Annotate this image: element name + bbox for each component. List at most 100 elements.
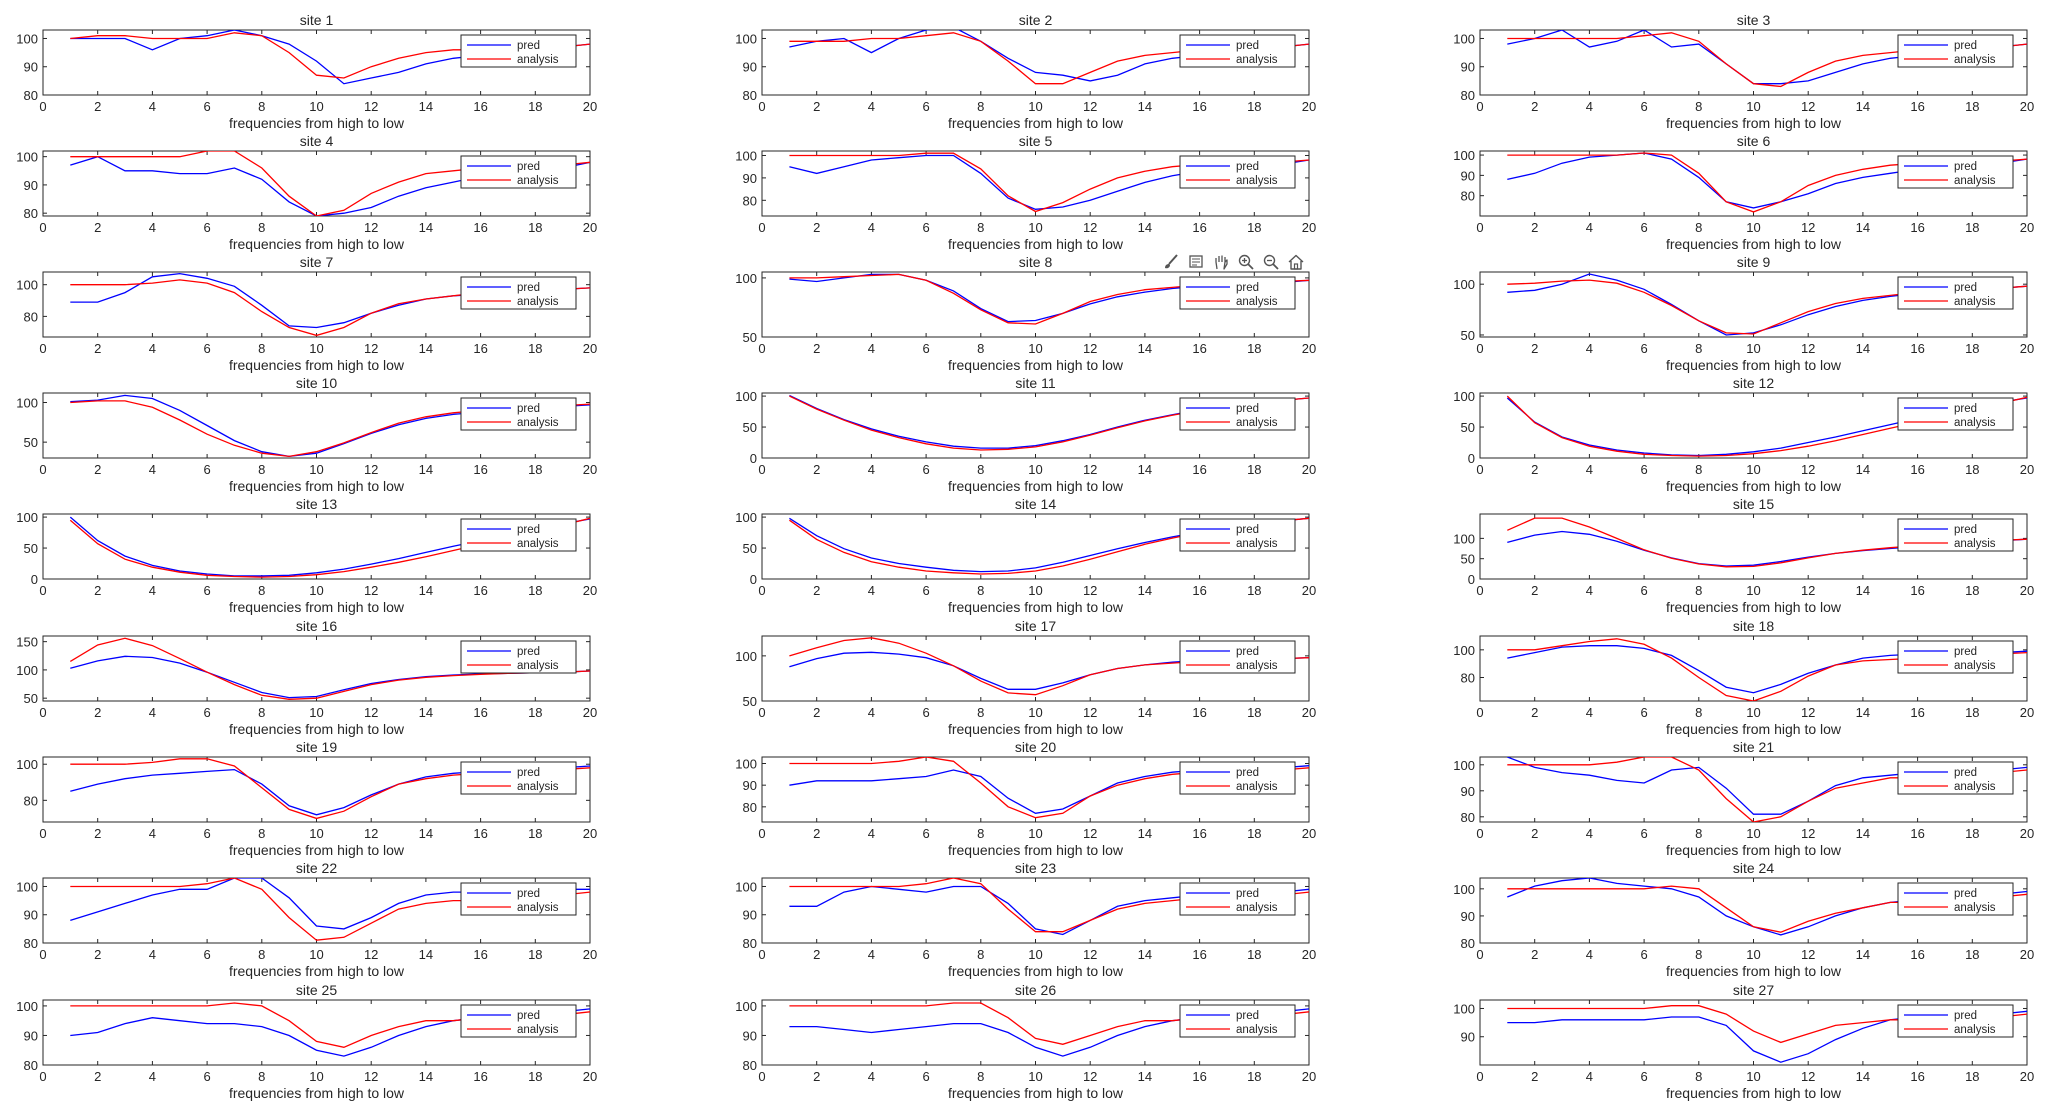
- x-tick-label: 14: [1856, 220, 1870, 235]
- x-tick-label: 4: [868, 220, 875, 235]
- subplot-title: site 27: [1733, 982, 1774, 998]
- legend-label-pred: pred: [1236, 767, 1259, 779]
- y-tick-label: 100: [16, 31, 38, 46]
- legend-box: [460, 1004, 577, 1038]
- x-tick-label: 14: [1856, 99, 1870, 114]
- x-tick-label: 14: [1856, 826, 1870, 841]
- x-tick-label: 0: [758, 220, 765, 235]
- subplot-4: 0 2 4 6 8 10 12 14 16 18 20 80 90 100 site 4 frequencie…: [16, 133, 597, 252]
- x-tick-label: 18: [528, 1069, 542, 1084]
- y-tick-label: 100: [1453, 277, 1475, 292]
- x-tick-label: 0: [758, 826, 765, 841]
- zoom-in-icon[interactable]: [1235, 251, 1257, 273]
- legend-box: [1897, 882, 2014, 916]
- x-tick-label: 16: [1192, 1069, 1206, 1084]
- subplot-title: site 17: [1015, 618, 1056, 634]
- subplot-title: site 11: [1015, 375, 1055, 391]
- x-tick-label: 12: [364, 341, 378, 356]
- subplot-title: site 10: [296, 375, 337, 391]
- x-axis-label: frequencies from high to low: [1666, 1085, 1842, 1101]
- subplot-8: 0 2 4 6 8 10 12 14 16 18 20 50 100 site 8 frequencies …: [735, 254, 1316, 373]
- x-tick-label: 6: [203, 583, 210, 598]
- subplot-14: 0 2 4 6 8 10 12 14 16 18 20 0 50 100 site 14 frequencie…: [735, 496, 1316, 615]
- x-tick-label: 10: [1028, 220, 1042, 235]
- axes-toolbar: [1160, 251, 1307, 275]
- y-tick-label: 80: [24, 206, 38, 221]
- x-tick-label: 12: [1801, 341, 1815, 356]
- legend: pred analysis: [1179, 276, 1296, 310]
- subplot-5: 0 2 4 6 8 10 12 14 16 18 20 80 90 100 site 5 frequencie…: [735, 133, 1316, 252]
- x-tick-label: 8: [977, 220, 984, 235]
- legend-label-analysis: analysis: [1954, 54, 1996, 66]
- legend-label-pred: pred: [1954, 524, 1977, 536]
- legend-label-pred: pred: [1236, 646, 1259, 658]
- home-icon[interactable]: [1285, 251, 1307, 273]
- y-tick-label: 100: [16, 663, 38, 678]
- subplot-13: 0 2 4 6 8 10 12 14 16 18 20 0 50 100 site 13 frequencie…: [16, 496, 597, 615]
- x-tick-label: 12: [364, 220, 378, 235]
- x-tick-label: 2: [813, 583, 820, 598]
- data-tips-icon[interactable]: [1185, 251, 1207, 273]
- x-tick-label: 12: [364, 583, 378, 598]
- legend-label-analysis: analysis: [517, 902, 559, 914]
- x-tick-label: 18: [528, 462, 542, 477]
- x-tick-label: 8: [258, 99, 265, 114]
- x-tick-label: 12: [1801, 220, 1815, 235]
- y-tick-label: 80: [1461, 670, 1475, 685]
- x-axis-label: frequencies from high to low: [1666, 963, 1842, 979]
- x-tick-label: 2: [813, 826, 820, 841]
- legend: pred analysis: [460, 518, 577, 552]
- legend: pred analysis: [460, 397, 577, 431]
- x-tick-label: 20: [1302, 583, 1316, 598]
- x-tick-label: 14: [1856, 947, 1870, 962]
- x-axis-label: frequencies from high to low: [1666, 599, 1842, 615]
- brush-icon[interactable]: [1160, 251, 1182, 273]
- legend-label-analysis: analysis: [1954, 417, 1996, 429]
- x-tick-label: 2: [813, 462, 820, 477]
- pan-hand-icon[interactable]: [1210, 251, 1232, 273]
- x-tick-label: 4: [1586, 947, 1593, 962]
- y-tick-label: 80: [24, 309, 38, 324]
- x-tick-label: 4: [868, 462, 875, 477]
- x-tick-label: 8: [977, 341, 984, 356]
- legend-box: [1897, 761, 2014, 795]
- x-tick-label: 4: [868, 341, 875, 356]
- x-tick-label: 10: [1746, 1069, 1760, 1084]
- x-tick-label: 10: [1746, 341, 1760, 356]
- x-tick-label: 0: [1476, 99, 1483, 114]
- zoom-out-icon[interactable]: [1260, 251, 1282, 273]
- subplot-7: 0 2 4 6 8 10 12 14 16 18 20 80 100 site 7 frequencies …: [16, 254, 597, 373]
- x-tick-label: 6: [203, 826, 210, 841]
- legend-box: [1897, 518, 2014, 552]
- x-tick-label: 2: [1531, 341, 1538, 356]
- x-tick-label: 4: [868, 1069, 875, 1084]
- y-tick-label: 90: [24, 908, 38, 923]
- x-tick-label: 2: [813, 947, 820, 962]
- legend: pred analysis: [1179, 397, 1296, 431]
- x-tick-label: 6: [203, 462, 210, 477]
- x-tick-label: 0: [758, 1069, 765, 1084]
- x-tick-label: 10: [1028, 583, 1042, 598]
- subplot-10: 0 2 4 6 8 10 12 14 16 18 20 50 100 site 10 frequencies…: [16, 375, 597, 494]
- x-tick-label: 18: [528, 826, 542, 841]
- x-tick-label: 14: [1138, 583, 1152, 598]
- legend-label-pred: pred: [517, 646, 540, 658]
- x-tick-label: 20: [583, 1069, 597, 1084]
- legend-label-pred: pred: [1236, 403, 1259, 415]
- x-tick-label: 10: [309, 705, 323, 720]
- legend-label-pred: pred: [1954, 888, 1977, 900]
- x-tick-label: 0: [39, 583, 46, 598]
- legend-box: [460, 761, 577, 795]
- x-axis-label: frequencies from high to low: [229, 599, 405, 615]
- x-tick-label: 16: [473, 826, 487, 841]
- legend-label-pred: pred: [517, 161, 540, 173]
- y-tick-label: 50: [743, 330, 757, 345]
- y-tick-label: 80: [1461, 88, 1475, 103]
- y-tick-label: 80: [1461, 189, 1475, 204]
- y-tick-label: 80: [24, 793, 38, 808]
- x-tick-label: 0: [1476, 462, 1483, 477]
- x-tick-label: 0: [39, 462, 46, 477]
- x-tick-label: 20: [583, 826, 597, 841]
- y-tick-label: 0: [1468, 451, 1475, 466]
